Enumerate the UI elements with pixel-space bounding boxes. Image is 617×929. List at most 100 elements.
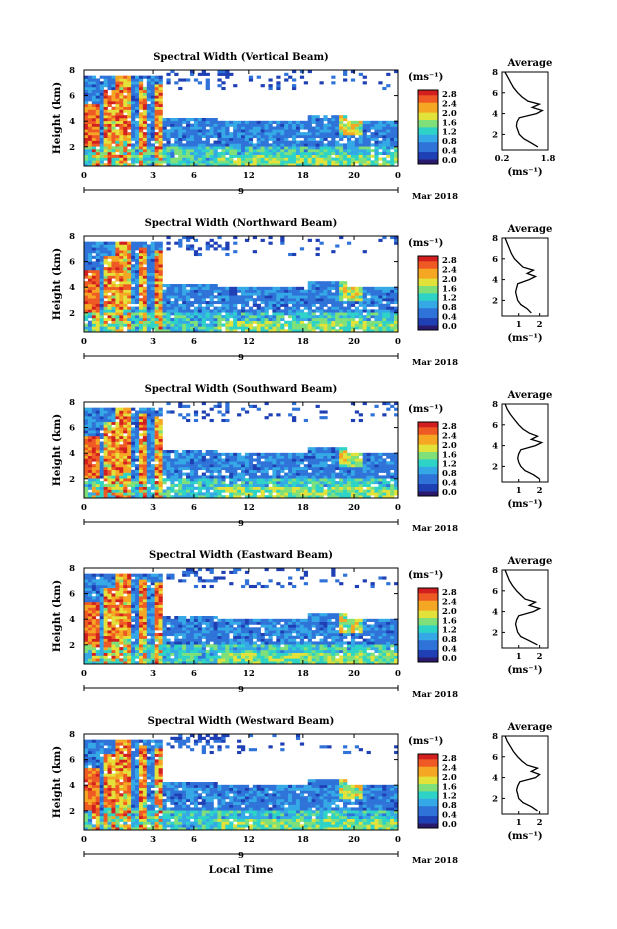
heatmap-cell bbox=[119, 320, 124, 324]
heatmap-cell bbox=[123, 118, 128, 122]
heatmap-cell bbox=[233, 452, 238, 456]
heatmap-cell bbox=[288, 329, 293, 333]
heatmap-cell bbox=[123, 269, 128, 273]
heatmap-cell bbox=[295, 315, 301, 319]
heatmap-cell bbox=[99, 464, 104, 468]
heatmap-cell bbox=[99, 424, 104, 428]
heatmap-cell bbox=[350, 154, 356, 158]
heatmap-cell bbox=[362, 154, 367, 158]
heatmap-cell bbox=[146, 478, 152, 482]
heatmap-cell bbox=[382, 86, 387, 91]
heatmap-cell bbox=[95, 250, 100, 254]
heatmap-cell bbox=[131, 461, 136, 465]
heatmap-cell bbox=[87, 492, 93, 496]
colorbar-swatch bbox=[418, 156, 438, 160]
heatmap-cell bbox=[307, 151, 312, 155]
heatmap-cell bbox=[103, 407, 108, 411]
heatmap-cell bbox=[95, 134, 100, 139]
heatmap-cell bbox=[295, 466, 301, 471]
heatmap-cell bbox=[197, 323, 203, 327]
heatmap-cell bbox=[150, 315, 155, 319]
heatmap-cell bbox=[115, 433, 120, 437]
heatmap-cell bbox=[319, 81, 324, 85]
heatmap-cell bbox=[205, 241, 210, 245]
heatmap-cell bbox=[217, 137, 222, 141]
heatmap-cell bbox=[319, 455, 324, 459]
heatmap-cell bbox=[146, 320, 152, 324]
heatmap-cell bbox=[378, 157, 383, 161]
heatmap-cell bbox=[229, 120, 234, 124]
heatmap-cell bbox=[162, 126, 167, 130]
heatmap-cell bbox=[358, 132, 363, 136]
heatmap-cell bbox=[131, 160, 136, 164]
heatmap-cell bbox=[189, 326, 195, 330]
heatmap-cell bbox=[135, 438, 140, 442]
heatmap-cell bbox=[123, 489, 128, 493]
heatmap-cell bbox=[197, 315, 203, 319]
heatmap-cell bbox=[84, 261, 89, 265]
heatmap-cell bbox=[91, 95, 97, 99]
heatmap-cell bbox=[307, 129, 312, 133]
heatmap-cell bbox=[248, 320, 254, 324]
heatmap-cell bbox=[142, 458, 148, 462]
heatmap-cell bbox=[288, 292, 293, 296]
heatmap-cell bbox=[362, 458, 367, 462]
heatmap-cell bbox=[311, 447, 316, 451]
heatmap-cell bbox=[142, 132, 148, 136]
heatmap-cell bbox=[284, 483, 289, 487]
heatmap-cell bbox=[272, 315, 277, 319]
heatmap-cell bbox=[288, 289, 293, 293]
heatmap-cell bbox=[142, 115, 148, 119]
heatmap-cell bbox=[233, 154, 238, 158]
heatmap-cell bbox=[138, 492, 144, 496]
heatmap-cell bbox=[166, 154, 171, 158]
heatmap-cell bbox=[252, 123, 257, 127]
heatmap-cell bbox=[111, 483, 116, 487]
heatmap-cell bbox=[178, 120, 183, 124]
heatmap-cell bbox=[123, 75, 128, 79]
heatmap-cell bbox=[135, 320, 140, 324]
heatmap-cell bbox=[299, 320, 305, 324]
heatmap-cell bbox=[244, 410, 250, 414]
heatmap-cell bbox=[99, 320, 104, 324]
heatmap-cell bbox=[362, 323, 367, 327]
heatmap-cell bbox=[178, 292, 183, 296]
heatmap-cell bbox=[170, 475, 175, 479]
heatmap-cell bbox=[135, 247, 140, 251]
heatmap-cell bbox=[256, 160, 261, 164]
heatmap-cell bbox=[327, 447, 332, 451]
heatmap-cell bbox=[84, 286, 89, 290]
heatmap-cell bbox=[382, 329, 387, 333]
heatmap-cell bbox=[123, 154, 128, 158]
heatmap-cell bbox=[366, 489, 371, 493]
heatmap-cell bbox=[170, 481, 175, 485]
heatmap-cell bbox=[244, 157, 250, 161]
heatmap-cell bbox=[135, 430, 140, 434]
heatmap-cell bbox=[138, 98, 144, 102]
heatmap-cell bbox=[162, 455, 167, 459]
heatmap-cell bbox=[178, 489, 183, 493]
heatmap-cell bbox=[248, 452, 254, 456]
heatmap-cell bbox=[362, 329, 367, 333]
heatmap-cell bbox=[138, 413, 144, 417]
heatmap-cell bbox=[233, 292, 238, 296]
heatmap-cell bbox=[248, 132, 254, 136]
heatmap-cell bbox=[127, 455, 132, 459]
heatmap-cell bbox=[174, 489, 179, 493]
heatmap-cell bbox=[103, 106, 108, 110]
heatmap-cell bbox=[260, 326, 265, 330]
heatmap-cell bbox=[358, 123, 363, 127]
heatmap-cell bbox=[162, 450, 167, 454]
heatmap-cell bbox=[331, 146, 336, 150]
heatmap-cell bbox=[205, 413, 210, 417]
heatmap-cell bbox=[354, 143, 360, 147]
heatmap-cell bbox=[154, 154, 159, 158]
heatmap-cell bbox=[237, 492, 242, 496]
heatmap-cell bbox=[229, 146, 234, 150]
heatmap-cell bbox=[162, 466, 167, 471]
heatmap-cell bbox=[87, 481, 93, 485]
heatmap-cell bbox=[91, 149, 97, 153]
heatmap-cell bbox=[319, 284, 324, 288]
heatmap-cell bbox=[229, 315, 234, 319]
heatmap-cell bbox=[138, 118, 144, 122]
